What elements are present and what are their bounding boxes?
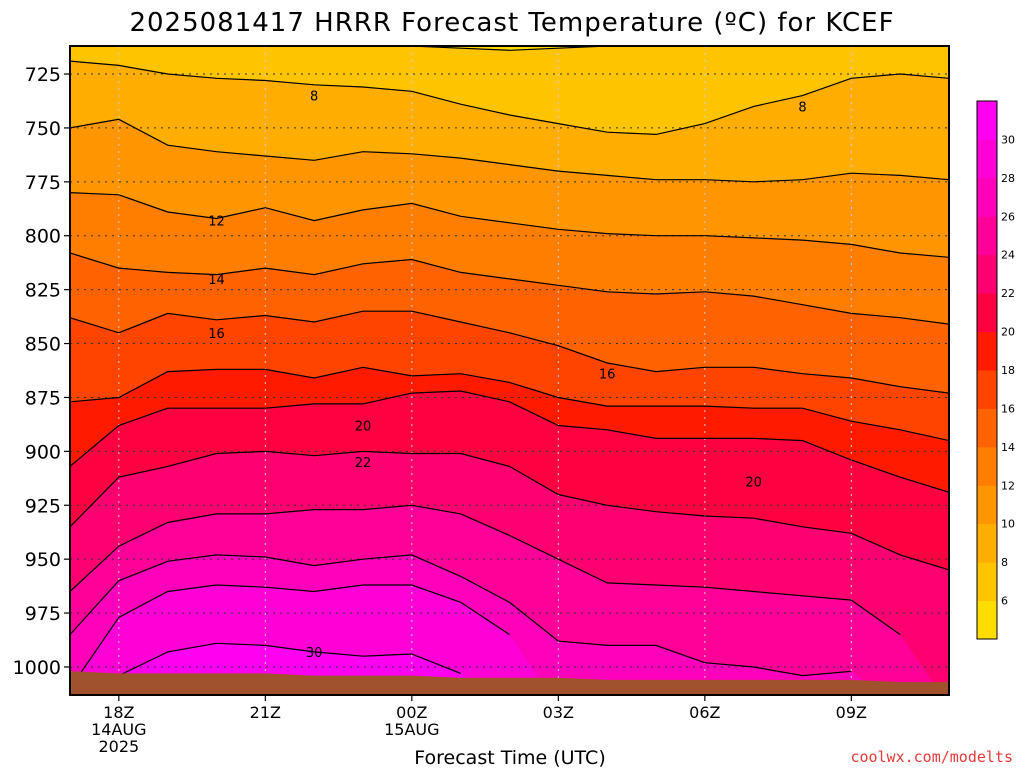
x-tick-label: 09Z xyxy=(836,703,867,722)
colorbar-segment xyxy=(977,101,997,140)
isotherm-label: 22 xyxy=(355,456,372,471)
y-tick-label: 775 xyxy=(25,172,61,194)
x-tick-label: 06Z xyxy=(689,703,720,722)
colorbar-segment xyxy=(977,139,997,179)
colorbar-label: 30 xyxy=(1001,133,1015,146)
isotherm-lines xyxy=(70,46,949,689)
temperature-band xyxy=(70,61,949,182)
chart-title: 2025081417 HRRR Forecast Temperature (ºC… xyxy=(129,8,894,38)
temperature-band xyxy=(70,367,949,493)
colorbar-label: 20 xyxy=(1001,326,1015,339)
colorbar-frame xyxy=(976,100,998,640)
y-tick-label: 825 xyxy=(25,280,61,302)
isotherm-line xyxy=(70,118,949,183)
isotherm-line xyxy=(70,554,852,677)
isotherm-line xyxy=(70,504,901,636)
colorbar-segment xyxy=(977,562,997,602)
colorbar-label: 6 xyxy=(1001,595,1008,608)
isotherm-line xyxy=(70,584,510,689)
colorbar-segment xyxy=(977,370,997,409)
colorbar-label: 24 xyxy=(1001,249,1015,262)
isotherm-label: 8 xyxy=(798,100,806,115)
colorbar-segment xyxy=(977,600,997,640)
temperature-band xyxy=(70,585,551,695)
isotherm-line xyxy=(70,366,949,442)
temperature-band xyxy=(70,192,949,325)
x-tick-label: 21Z xyxy=(250,703,281,722)
isotherm-label: 30 xyxy=(306,646,323,661)
colorbar-label: 12 xyxy=(1001,479,1015,492)
colorbar-segment xyxy=(977,446,997,486)
colorbar-label: 22 xyxy=(1001,287,1015,300)
y-tick-label: 900 xyxy=(25,441,61,463)
ground-terrain xyxy=(70,671,949,695)
x-tick-label: 2025 xyxy=(98,737,139,756)
colorbar-segment xyxy=(977,485,997,525)
colorbar-label: 16 xyxy=(1001,402,1015,415)
colorbar-label: 8 xyxy=(1001,556,1008,569)
x-tick-label: 15AUG xyxy=(384,720,439,739)
y-axis: 725 750 775 800 825 850 875 900 925 950 975 1000 xyxy=(13,64,70,679)
colorbar-legend: 6 8 10 12 14 16 18 20 22 24 26 28 30 xyxy=(976,100,1015,640)
y-tick-label: 850 xyxy=(25,334,61,356)
isotherm-line xyxy=(70,60,949,136)
temperature-band xyxy=(70,451,949,695)
colorbar-segment xyxy=(977,523,997,563)
x-tick-label: 00Z xyxy=(396,703,427,722)
colorbar-segment xyxy=(977,331,997,371)
x-tick-label: 18Z xyxy=(103,703,134,722)
colorbar-label: 18 xyxy=(1001,364,1015,377)
isotherm-label: 20 xyxy=(355,419,372,434)
temperature-band xyxy=(70,311,949,441)
isotherm-label: 16 xyxy=(599,368,616,383)
plot-area: 8 8 12 14 16 16 20 20 22 30 xyxy=(70,46,949,695)
isotherm-line xyxy=(70,450,949,571)
isotherm-line xyxy=(70,192,949,258)
temperature-band xyxy=(70,119,949,258)
isotherm-label: 8 xyxy=(310,90,318,105)
plot-frame xyxy=(69,45,950,696)
colorbar-segment xyxy=(977,408,997,448)
y-tick-label: 800 xyxy=(25,226,61,248)
y-tick-label: 950 xyxy=(25,549,61,571)
x-axis-label: Forecast Time (UTC) xyxy=(414,747,605,768)
isotherm-line xyxy=(411,46,608,51)
y-tick-label: 725 xyxy=(25,64,61,86)
isotherm-label: 12 xyxy=(208,215,225,230)
colorbar-label: 26 xyxy=(1001,210,1015,223)
isotherm-line xyxy=(70,390,949,493)
colorbar-label: 10 xyxy=(1001,518,1015,531)
colorbar-label: 28 xyxy=(1001,172,1015,185)
y-tick-label: 875 xyxy=(25,387,61,409)
colorbar-label: 14 xyxy=(1001,441,1015,454)
x-tick-label: 03Z xyxy=(543,703,574,722)
y-tick-label: 975 xyxy=(25,603,61,625)
credit-link[interactable]: coolwx.com/modelts xyxy=(850,748,1013,766)
isotherm-label: 20 xyxy=(745,476,762,491)
temperature-band xyxy=(70,46,949,135)
isotherm-line xyxy=(70,310,949,394)
temperature-band xyxy=(70,253,949,394)
temperature-band xyxy=(70,554,885,695)
colorbar-segment xyxy=(977,254,997,294)
y-tick-label: 750 xyxy=(25,118,61,140)
colorbar-segment xyxy=(977,216,997,256)
temperature-bands xyxy=(70,46,949,695)
y-tick-label: 925 xyxy=(25,495,61,517)
isotherm-label: 16 xyxy=(208,327,225,342)
isotherm-line xyxy=(70,252,949,325)
colorbar-segment xyxy=(977,293,997,333)
isotherm-line xyxy=(118,642,461,677)
y-tick-label: 1000 xyxy=(13,657,61,679)
temperature-band xyxy=(70,391,949,570)
colorbar-segment xyxy=(977,177,997,217)
isotherm-labels: 8 8 12 14 16 16 20 20 22 30 xyxy=(208,90,806,661)
isotherm-label: 14 xyxy=(208,273,225,288)
x-tick-label: 14AUG xyxy=(91,720,146,739)
